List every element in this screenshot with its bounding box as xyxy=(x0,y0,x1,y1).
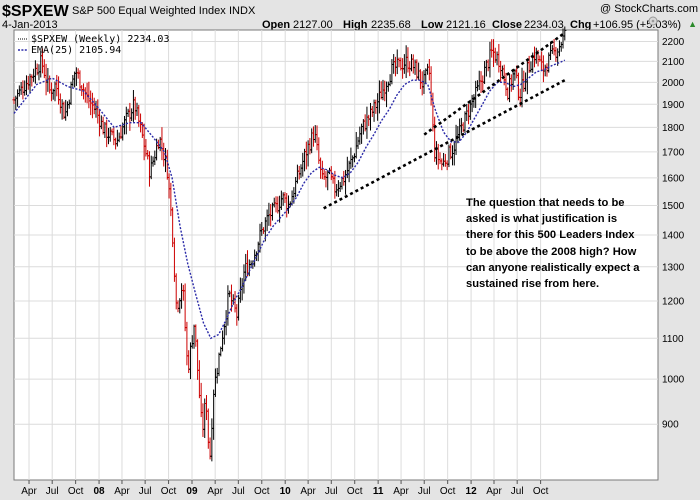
y-tick-label: 2000 xyxy=(662,78,685,89)
x-tick-label: 12 xyxy=(466,486,478,497)
legend-ema: EMA(25) 2105.94 xyxy=(31,45,121,56)
x-tick-label: Oct xyxy=(440,486,456,497)
price-bars xyxy=(12,26,567,462)
x-tick-label: Jul xyxy=(418,486,431,497)
x-tick-label: 09 xyxy=(186,486,198,497)
annotation-text: The question that needs to be asked is w… xyxy=(466,197,640,291)
y-tick-label: 1400 xyxy=(662,231,685,242)
price-bar xyxy=(563,26,567,41)
y-tick-label: 1700 xyxy=(662,147,685,158)
close-value: 2234.03 xyxy=(524,19,564,31)
x-tick-label: Jul xyxy=(325,486,338,497)
chart-date: 4-Jan-2013 xyxy=(2,19,58,31)
copyright: @ StockCharts.com xyxy=(600,3,698,15)
legend-price: $SPXEW (Weekly) 2234.03 xyxy=(31,34,169,45)
y-tick-label: 1000 xyxy=(662,375,685,386)
open-value: 2127.00 xyxy=(293,19,333,31)
x-tick-label: Jul xyxy=(511,486,524,497)
legend: $SPXEW (Weekly) 2234.03 EMA(25) 2105.94 xyxy=(18,34,169,56)
chg-arrow-icon: ▲ xyxy=(688,19,697,29)
y-tick-label: 2200 xyxy=(662,37,685,48)
chart-index-name: S&P 500 Equal Weighted Index xyxy=(72,5,226,17)
y-tick-label: 2100 xyxy=(662,57,685,68)
x-tick-label: Apr xyxy=(300,486,316,497)
gear-icon[interactable] xyxy=(648,16,658,26)
y-tick-label: 1600 xyxy=(662,173,685,184)
chart-exchange: INDX xyxy=(229,5,256,17)
y-tick-label: 1500 xyxy=(662,201,685,212)
x-tick-label: Apr xyxy=(114,486,130,497)
ema-line xyxy=(13,59,566,340)
x-tick-label: Oct xyxy=(161,486,177,497)
high-label: High xyxy=(343,19,368,31)
high-value: 2235.68 xyxy=(371,19,411,31)
x-tick-label: Oct xyxy=(254,486,270,497)
plot-area xyxy=(13,29,659,481)
x-tick-label: Oct xyxy=(68,486,84,497)
y-tick-label: 1300 xyxy=(662,262,685,273)
open-label: Open xyxy=(262,19,290,31)
y-tick-label: 1800 xyxy=(662,123,685,134)
low-value: 2121.16 xyxy=(446,19,486,31)
x-axis: Apr Jul Oct 08 Apr Jul Oct 09 Apr Jul Oct 10 Apr Jul O… xyxy=(21,480,549,497)
x-tick-label: 08 xyxy=(93,486,105,497)
x-tick-label: Oct xyxy=(533,486,549,497)
chg-label: Chg xyxy=(570,19,591,31)
chg-value: +106.95 (+5.03%) xyxy=(593,19,681,31)
x-tick-label: Oct xyxy=(347,486,363,497)
y-tick-label: 1100 xyxy=(662,334,684,345)
x-tick-label: Apr xyxy=(393,486,409,497)
x-tick-label: Apr xyxy=(207,486,223,497)
y-tick-label: 1200 xyxy=(662,297,685,308)
x-tick-label: Jul xyxy=(232,486,245,497)
y-axis: 900 1000 1100 1200 1300 1400 1500 1600 1700 1800 1… xyxy=(662,37,685,431)
x-tick-label: Apr xyxy=(21,486,37,497)
y-tick-label: 900 xyxy=(662,420,679,431)
chart-symbol: $SPXEW xyxy=(2,3,70,20)
x-tick-label: 11 xyxy=(373,486,384,497)
x-tick-label: 10 xyxy=(280,486,292,497)
x-tick-label: Jul xyxy=(139,486,152,497)
x-tick-label: Apr xyxy=(486,486,502,497)
close-label: Close xyxy=(492,19,522,31)
trendline-upper xyxy=(423,31,566,136)
low-label: Low xyxy=(421,19,443,31)
trendlines xyxy=(323,31,566,210)
y-tick-label: 1900 xyxy=(662,100,685,111)
x-tick-label: Jul xyxy=(46,486,59,497)
